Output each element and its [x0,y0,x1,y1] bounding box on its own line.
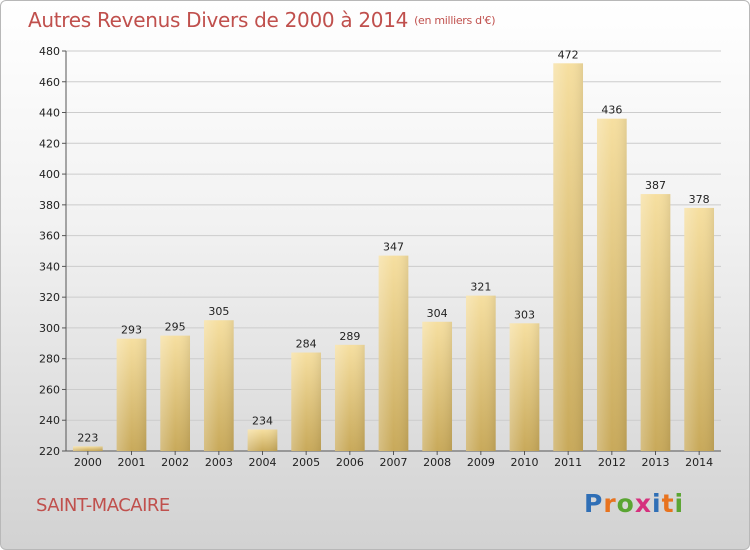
logo-letter: r [603,489,617,518]
y-tick-label: 460 [39,76,60,89]
data-label: 378 [689,193,710,206]
bars [72,63,715,452]
x-tick-label: 2002 [161,456,189,469]
data-label: 303 [514,308,535,321]
data-label: 289 [339,330,360,343]
bar-shade [247,429,278,451]
y-tick-label: 320 [39,291,60,304]
logo-letter: i [674,489,685,518]
data-label: 472 [558,48,579,61]
bar-shade [509,323,540,451]
bar-shade [160,335,191,451]
bar-shade [684,207,715,451]
x-tick-label: 2013 [642,456,670,469]
data-label: 223 [77,431,98,444]
data-label: 234 [252,414,273,427]
y-tick-label: 400 [39,168,60,181]
logo-letter: i [652,489,662,518]
x-tick-label: 2001 [118,456,146,469]
data-label: 305 [208,305,229,318]
x-tick-label: 2010 [511,456,539,469]
x-tick-label: 2003 [205,456,233,469]
y-tick-label: 360 [39,230,60,243]
bar-shade [422,321,453,451]
logo-letter: x [634,489,652,518]
bar-shade [203,320,234,451]
x-tick-label: 2006 [336,456,364,469]
data-label: 304 [427,307,448,320]
data-label: 387 [645,179,666,192]
y-tick-label: 440 [39,107,60,120]
data-label: 284 [296,338,317,351]
x-tick-label: 2014 [685,456,713,469]
x-tick-label: 2008 [423,456,451,469]
chart-subtitle: (en milliers d'€) [414,14,496,27]
logo-letter: P [584,489,604,518]
y-tick-label: 480 [39,45,60,58]
bar-shade [465,295,496,451]
x-tick-label: 2011 [554,456,582,469]
y-tick-label: 260 [39,383,60,396]
data-label: 321 [470,281,491,294]
bar-shade [640,194,671,452]
bar-shade [378,255,409,451]
proxiti-logo[interactable]: Proxiti [584,489,684,518]
x-tick-label: 2007 [380,456,408,469]
chart-title: Autres Revenus Divers de 2000 à 2014 (en … [28,8,496,32]
data-label: 295 [165,321,186,334]
y-tick-label: 300 [39,322,60,335]
data-labels: 223 293 295 305 234 284 289 347 304 321 303 472 436 3… [77,48,709,444]
y-tick-label: 340 [39,260,60,273]
bar-shade [72,446,103,451]
x-tick-label: 2000 [74,456,102,469]
bar-shade [553,63,584,452]
axes: 220 240 260 280 300 320 340 360 380 400 420 440 460 4… [39,45,721,469]
town-name: SAINT-MACAIRE [36,495,170,516]
bar-shade [116,338,147,451]
data-label: 436 [601,104,622,117]
data-label: 347 [383,241,404,254]
x-tick-label: 2005 [292,456,320,469]
x-tick-label: 2009 [467,456,495,469]
x-tick-label: 2004 [249,456,277,469]
chart-title-text: Autres Revenus Divers de 2000 à 2014 [28,8,409,32]
y-tick-label: 220 [39,445,60,458]
x-tick-label: 2012 [598,456,626,469]
bar-shade [596,118,627,451]
y-tick-label: 420 [39,137,60,150]
y-tick-label: 280 [39,353,60,366]
y-tick-label: 380 [39,199,60,212]
bar-shade [334,344,365,451]
y-tick-label: 240 [39,414,60,427]
logo-letter: o [616,489,635,518]
bar-shade [291,352,322,451]
logo-letter: t [661,489,675,518]
data-label: 293 [121,324,142,337]
